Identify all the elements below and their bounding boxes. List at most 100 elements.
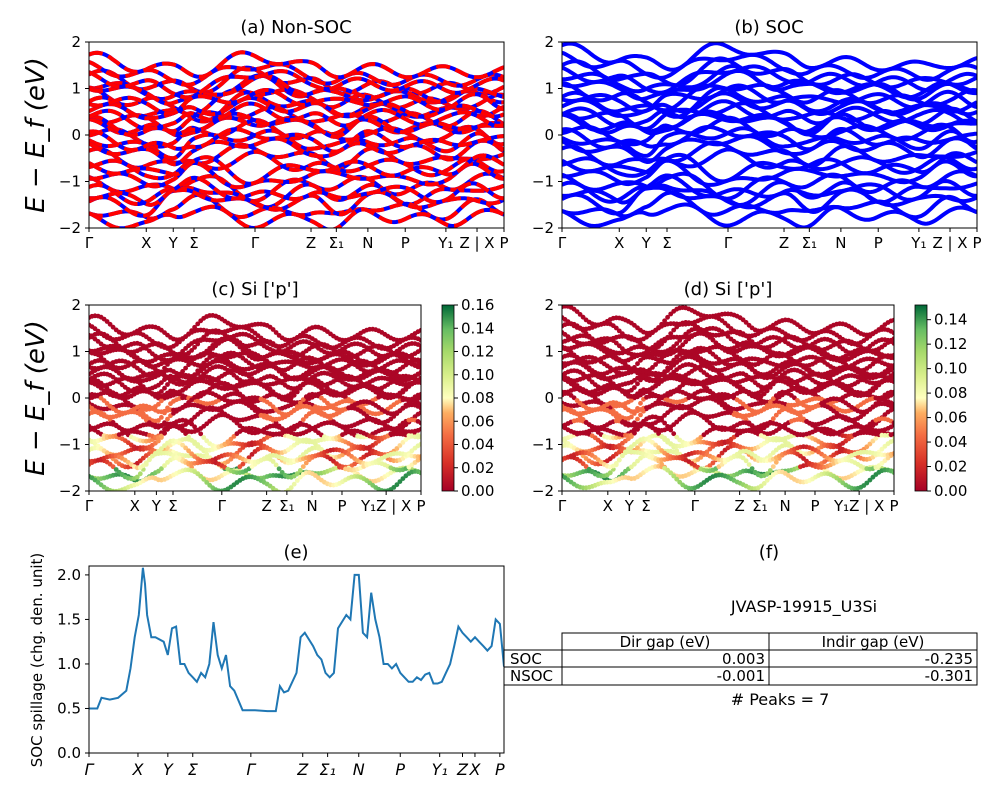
projected-point	[300, 397, 306, 402]
projected-point	[659, 321, 664, 327]
x-tick-label: Y	[151, 497, 162, 515]
band-line	[562, 91, 977, 118]
band-line	[562, 68, 977, 102]
projected-point	[186, 331, 192, 337]
x-tick-label: N	[835, 234, 846, 252]
projected-point	[418, 426, 421, 432]
band-line	[562, 173, 977, 205]
panel-d-title: (d) Si ['p']	[684, 279, 773, 300]
x-tick-label: N	[362, 234, 373, 252]
y-tick-label: 2	[71, 296, 81, 314]
projected-point	[156, 372, 161, 378]
band-line-up	[89, 101, 504, 131]
projected-point	[668, 331, 674, 336]
x-tick-label: Σ₁	[279, 497, 295, 515]
projected-point	[406, 399, 412, 405]
projected-point	[104, 319, 110, 324]
projected-point	[418, 410, 421, 415]
projected-point	[143, 460, 149, 466]
projected-point	[632, 365, 637, 370]
projected-point	[403, 387, 409, 392]
band-line	[562, 158, 977, 187]
projected-point	[629, 414, 634, 420]
projected-point	[240, 461, 246, 467]
projected-point	[234, 420, 240, 426]
projected-point	[391, 485, 397, 490]
projected-point	[162, 365, 167, 371]
energy-ylabel-middle: E − E_f (eV)	[21, 320, 51, 476]
projected-point	[613, 325, 619, 331]
projected-point	[891, 317, 894, 323]
projected-point	[300, 417, 306, 422]
colorbar-c	[441, 304, 455, 492]
projected-point	[418, 470, 421, 476]
projected-point	[177, 351, 182, 357]
projected-point	[198, 431, 204, 437]
projected-point	[162, 430, 167, 436]
y-tick-label: −1	[59, 173, 81, 191]
x-tick-label: Σ₁	[329, 234, 345, 252]
x-tick-label: Σ	[662, 234, 671, 252]
x-tick-label: Y₁	[437, 234, 453, 252]
x-tick-label: Γ	[558, 234, 567, 252]
projected-point	[165, 426, 170, 432]
projected-point	[113, 467, 119, 472]
projected-point	[159, 415, 164, 420]
band-line	[562, 99, 977, 129]
x-tick-label: Y	[168, 234, 179, 252]
projected-point	[180, 348, 186, 354]
band-line	[562, 151, 977, 184]
band-line-up	[89, 50, 504, 80]
projected-point	[418, 359, 421, 365]
projected-point	[159, 433, 164, 439]
projected-point	[183, 431, 189, 436]
projected-point	[403, 402, 409, 408]
projected-point	[156, 401, 161, 407]
projected-point	[297, 400, 303, 406]
projected-point	[288, 485, 294, 491]
projected-point	[165, 382, 170, 387]
projected-point	[195, 427, 201, 433]
projected-point	[134, 474, 140, 480]
band-line-up	[89, 182, 504, 210]
projected-point	[583, 374, 589, 379]
projected-point	[143, 417, 149, 423]
band-line-up	[89, 136, 504, 167]
x-tick-label: Z | X	[459, 234, 494, 252]
projected-point	[586, 376, 592, 382]
projected-point	[291, 392, 297, 398]
projected-point	[270, 449, 276, 455]
projected-point	[656, 325, 661, 330]
projected-point	[195, 321, 201, 327]
projected-point	[300, 464, 306, 469]
band-line-up	[89, 128, 504, 161]
projected-point	[710, 337, 716, 343]
band-line	[562, 147, 977, 178]
projected-point	[418, 365, 421, 371]
colorbar-tick-label: 0.02	[461, 459, 494, 477]
projected-point	[156, 438, 161, 444]
projected-point	[629, 397, 634, 403]
band-line-up	[89, 204, 504, 228]
x-tick-label: Y₁Z | X	[360, 497, 411, 515]
band-line	[562, 126, 977, 158]
spillage-ylabel: SOC spillage (chg. den. unit)	[28, 553, 46, 768]
projected-point	[159, 380, 164, 385]
projected-point	[110, 464, 116, 470]
projected-point	[159, 423, 164, 429]
projected-point	[650, 365, 655, 370]
band-line-up	[89, 118, 504, 149]
band-line-up	[89, 160, 504, 190]
projected-point	[683, 339, 689, 345]
projected-point	[891, 330, 894, 336]
projected-point	[156, 418, 161, 423]
projected-point	[165, 416, 170, 422]
projected-point	[270, 327, 276, 332]
band-line-up	[89, 73, 504, 106]
y-tick-label: −1	[532, 173, 554, 191]
projected-point	[104, 386, 110, 391]
colorbar-tick-label: 0.10	[461, 366, 494, 384]
projected-point	[183, 445, 189, 451]
x-tick-label: X	[141, 234, 151, 252]
